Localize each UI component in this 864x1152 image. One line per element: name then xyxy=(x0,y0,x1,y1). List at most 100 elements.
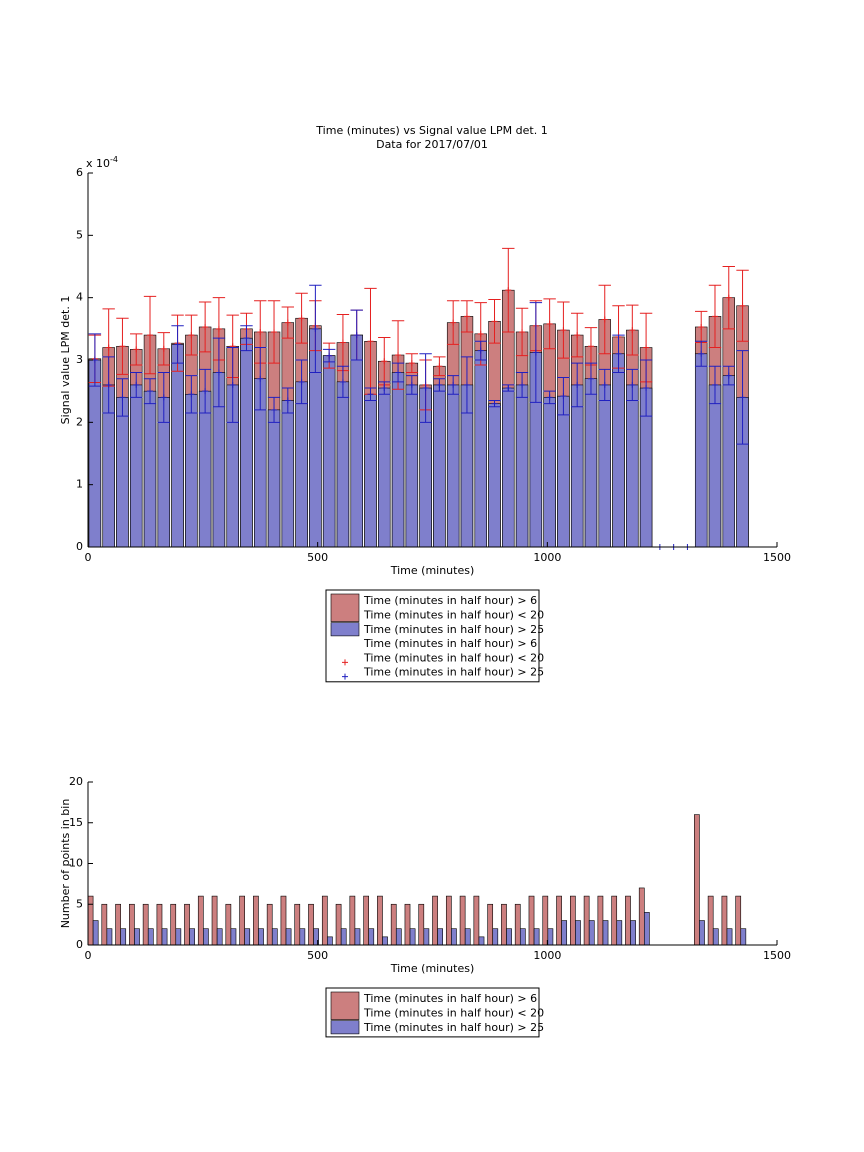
error-marker xyxy=(119,394,126,401)
bar xyxy=(575,920,581,946)
bar xyxy=(533,928,540,946)
bar xyxy=(598,384,611,548)
bar xyxy=(211,895,218,946)
bar xyxy=(492,928,499,946)
y-tick-label: 2 xyxy=(76,415,83,428)
bar xyxy=(445,895,452,946)
bar xyxy=(364,393,377,548)
error-marker xyxy=(215,369,222,376)
y-multiplier-base: x 10 xyxy=(86,157,110,170)
error-marker xyxy=(574,381,581,388)
error-marker xyxy=(505,385,512,392)
bar xyxy=(588,920,595,946)
error-marker xyxy=(160,345,167,352)
error-marker xyxy=(339,378,346,385)
legend-box xyxy=(325,589,540,683)
bar xyxy=(625,895,631,946)
y-tick-label: 5 xyxy=(76,228,83,241)
error-marker xyxy=(436,381,443,388)
bar xyxy=(721,895,728,946)
error-marker xyxy=(367,391,374,398)
bar xyxy=(446,384,460,548)
error-marker xyxy=(519,381,526,388)
bar xyxy=(198,390,212,548)
legend-label: Time (minutes in half hour) > 6 xyxy=(363,992,537,1005)
bar xyxy=(382,936,388,946)
error-marker xyxy=(477,347,484,354)
bar xyxy=(570,384,584,548)
bar xyxy=(528,895,535,946)
legend-label: Time (minutes in half hour) > 25 xyxy=(363,666,544,679)
bar xyxy=(626,384,639,548)
error-marker xyxy=(546,320,553,327)
bar xyxy=(694,814,700,946)
error-marker xyxy=(271,328,278,335)
y-tick-label: 4 xyxy=(76,291,83,304)
error-marker xyxy=(381,358,388,365)
error-marker xyxy=(257,375,264,382)
bar xyxy=(92,920,99,946)
bar xyxy=(267,409,281,548)
error-marker xyxy=(105,344,112,351)
error-marker xyxy=(436,363,443,370)
bar xyxy=(432,895,438,946)
bar xyxy=(726,928,733,946)
x-axis-label: Time (minutes) xyxy=(390,564,475,577)
error-marker xyxy=(450,381,457,388)
y-tick-label: 15 xyxy=(69,816,83,829)
error-marker xyxy=(408,381,415,388)
bar xyxy=(327,936,333,946)
bar xyxy=(506,928,512,946)
bar xyxy=(203,928,209,946)
bar xyxy=(501,903,507,946)
bar xyxy=(281,400,295,548)
error-marker xyxy=(711,313,718,320)
bar xyxy=(285,928,292,946)
y-tick-label: 0 xyxy=(76,938,83,951)
bar xyxy=(134,928,140,946)
error-marker xyxy=(243,335,250,342)
error-marker xyxy=(463,381,470,388)
bar xyxy=(707,895,714,946)
y-tick-label: 3 xyxy=(76,353,83,366)
error-marker xyxy=(133,346,140,353)
legend-swatch xyxy=(330,991,360,1020)
bar xyxy=(433,384,446,548)
bar xyxy=(740,928,747,946)
error-marker xyxy=(284,319,291,326)
bar xyxy=(630,920,636,946)
bar xyxy=(409,928,416,946)
error-marker xyxy=(587,375,594,382)
bar xyxy=(735,895,742,946)
bar xyxy=(363,895,369,946)
error-marker xyxy=(422,385,429,392)
bar xyxy=(185,393,198,548)
bar xyxy=(583,895,590,946)
bar xyxy=(487,903,494,946)
bar xyxy=(147,928,154,946)
error-marker xyxy=(160,394,167,401)
error-marker xyxy=(615,350,622,357)
error-marker xyxy=(174,341,181,348)
bar xyxy=(519,928,526,946)
error-marker xyxy=(395,369,402,376)
error-marker xyxy=(257,328,264,335)
x-axis-label: Time (minutes) xyxy=(390,962,475,975)
x-tick-label: 1500 xyxy=(763,551,791,564)
error-marker xyxy=(408,360,415,367)
bar xyxy=(638,887,645,946)
error-marker xyxy=(587,343,594,350)
error-marker xyxy=(450,319,457,326)
bar xyxy=(378,387,391,548)
error-marker xyxy=(698,350,705,357)
legend-marker xyxy=(342,659,348,666)
bar xyxy=(377,895,383,946)
error-marker xyxy=(312,325,319,332)
bar xyxy=(391,372,405,548)
error-marker xyxy=(519,328,526,335)
bar xyxy=(349,895,356,946)
bar xyxy=(130,384,143,548)
bar xyxy=(336,381,350,548)
